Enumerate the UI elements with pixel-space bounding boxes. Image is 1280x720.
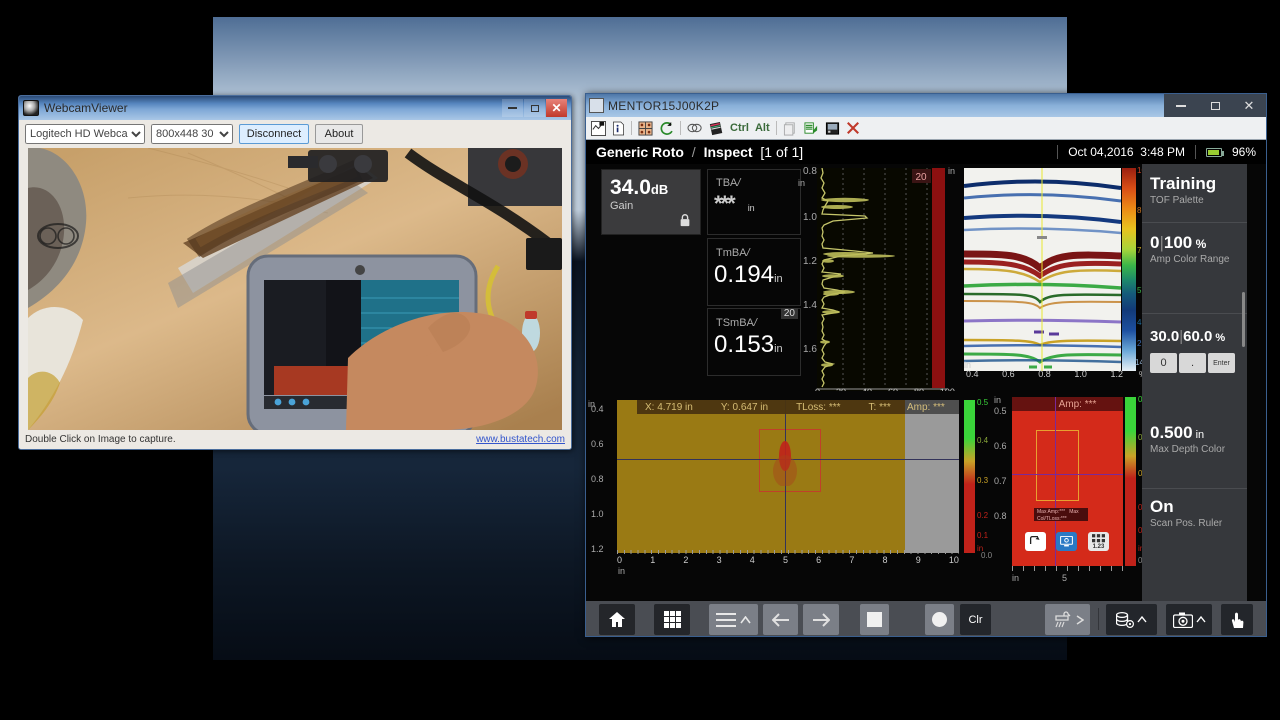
svg-text:20: 20 [915, 172, 927, 183]
